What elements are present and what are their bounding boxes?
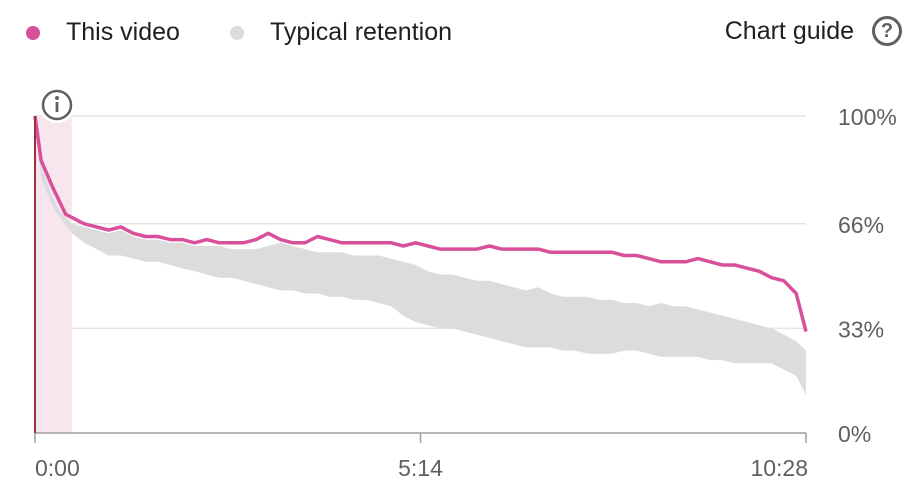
- legend-item-this-video[interactable]: This video: [26, 18, 180, 47]
- chart-legend: This video Typical retention: [26, 18, 502, 47]
- info-icon[interactable]: [39, 87, 75, 123]
- chart-guide-button[interactable]: Chart guide ?: [725, 16, 902, 46]
- typical-retention-band: [35, 116, 806, 395]
- x-tick-label: 5:14: [398, 455, 443, 481]
- x-tick-label: 0:00: [35, 455, 80, 481]
- legend-item-typical[interactable]: Typical retention: [229, 18, 452, 47]
- y-tick-label: 0%: [838, 421, 871, 447]
- help-circle-icon: ?: [872, 16, 902, 46]
- legend-label-typical: Typical retention: [269, 18, 452, 46]
- legend-dot-this-video: [26, 25, 40, 40]
- legend-dot-typical: [229, 25, 244, 40]
- y-tick-label: 33%: [838, 316, 884, 342]
- y-tick-label: 66%: [838, 212, 884, 238]
- legend-label-this-video: This video: [66, 18, 180, 46]
- this-video-line: [33, 115, 808, 333]
- chart-guide-label: Chart guide: [724, 16, 854, 45]
- y-tick-label: 100%: [838, 104, 897, 130]
- x-tick-label: 10:28: [750, 455, 808, 481]
